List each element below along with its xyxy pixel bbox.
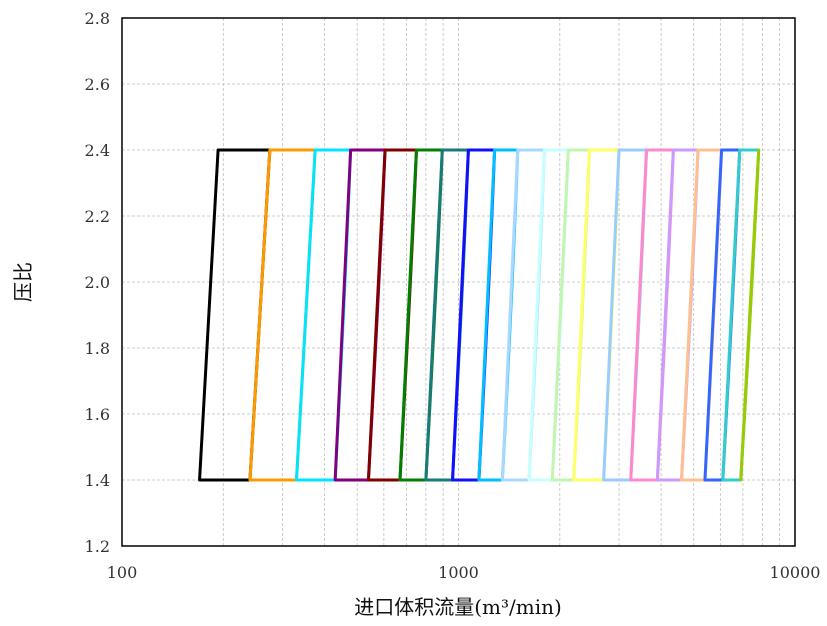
series-envelope <box>424 148 470 482</box>
series-envelope <box>550 148 591 482</box>
series-16 <box>655 148 700 482</box>
y-tick-label: 2.4 <box>85 141 110 160</box>
plot-frame <box>121 17 796 547</box>
y-tick-label: 2.2 <box>85 207 110 226</box>
series-envelope <box>477 148 520 482</box>
series-layer <box>198 148 761 482</box>
series-envelope <box>680 148 724 482</box>
series-envelope <box>703 148 742 482</box>
series-envelope <box>527 148 570 482</box>
y-axis-title: 压比 <box>11 262 35 302</box>
x-axis-title: 进口体积流量(m³/min) <box>354 595 562 619</box>
series-envelope <box>721 148 761 482</box>
x-tick-label: 10000 <box>770 563 821 582</box>
series-envelope <box>739 148 761 482</box>
y-tick-label: 2.6 <box>85 75 110 94</box>
series-envelope <box>655 148 700 482</box>
y-tick-label: 1.4 <box>85 471 110 490</box>
grid <box>122 18 795 546</box>
series-17 <box>680 148 724 482</box>
series-12 <box>550 148 591 482</box>
x-tick-label: 100 <box>107 563 138 582</box>
series-11 <box>527 148 570 482</box>
y-tick-label: 1.8 <box>85 339 110 358</box>
series-15 <box>629 148 675 482</box>
series-9 <box>477 148 520 482</box>
y-tick-label: 1.6 <box>85 405 110 424</box>
series-18 <box>703 148 742 482</box>
x-tick-label: 1000 <box>438 563 479 582</box>
series-20 <box>739 148 761 482</box>
series-7 <box>424 148 470 482</box>
y-tick-label: 2.8 <box>85 9 110 28</box>
series-envelope <box>629 148 675 482</box>
y-tick-label: 2.0 <box>85 273 110 292</box>
y-axis-ticks: 1.2 1.4 1.6 1.8 2.0 2.2 2.4 2.6 2.8 <box>85 9 110 556</box>
x-axis-ticks: 100 1000 10000 <box>107 563 821 582</box>
y-tick-label: 1.2 <box>85 537 110 556</box>
series-19 <box>721 148 761 482</box>
